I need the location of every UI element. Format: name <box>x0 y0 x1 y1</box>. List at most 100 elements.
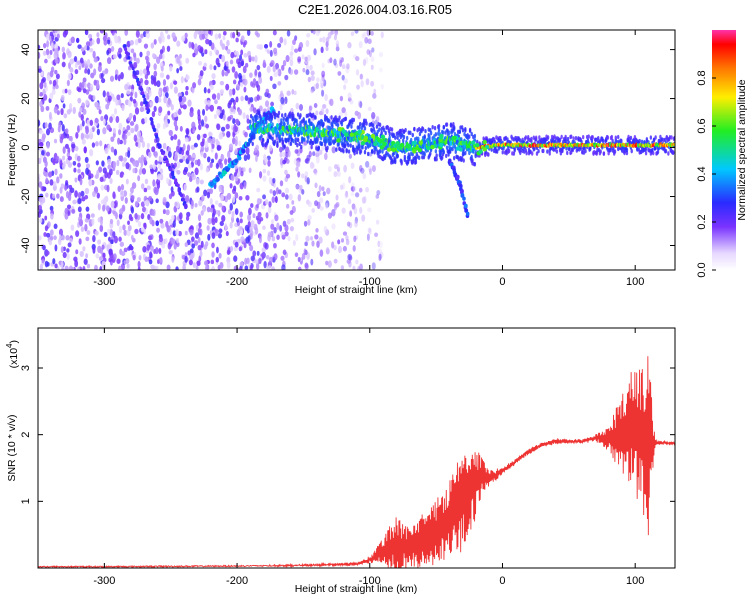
snr-frame <box>37 327 676 569</box>
noise-cell <box>234 208 239 216</box>
noise-cell <box>270 101 275 107</box>
band-halo-cell <box>445 153 448 159</box>
band-halo-cell <box>388 131 391 136</box>
noise-cell <box>276 234 280 240</box>
noise-cell <box>175 266 179 270</box>
band-halo-cell <box>546 135 550 140</box>
noise-cell <box>125 162 130 170</box>
noise-cell <box>362 58 367 67</box>
noise-cell <box>236 31 241 37</box>
noise-cell <box>217 232 222 239</box>
noise-cell <box>99 265 103 270</box>
noise-cell <box>204 98 208 105</box>
noise-cell <box>121 161 125 168</box>
noise-cell <box>368 227 372 235</box>
noise-cell <box>304 241 308 247</box>
noise-cell <box>220 193 224 202</box>
band-halo-cell <box>659 134 662 140</box>
noise-cell <box>77 168 81 174</box>
noise-cell <box>339 59 343 68</box>
band-halo-cell <box>331 123 334 128</box>
band-bright-cell <box>418 140 423 145</box>
snr-marks <box>38 356 675 568</box>
noise-cell <box>286 30 291 37</box>
noise-cell <box>319 206 324 211</box>
noise-cell <box>298 41 304 49</box>
noise-cell <box>359 263 363 270</box>
noise-cell <box>343 84 347 90</box>
noise-cell <box>43 232 47 237</box>
band-bright-cell <box>465 143 471 149</box>
noise-cell <box>335 194 339 201</box>
noise-cell <box>187 172 191 177</box>
noise-cell <box>337 239 341 245</box>
noise-cell <box>229 221 233 229</box>
noise-cell <box>333 258 338 264</box>
band-halo-cell <box>292 138 295 144</box>
noise-cell <box>195 264 199 270</box>
noise-cell <box>161 53 165 60</box>
noise-cell <box>313 48 317 56</box>
noise-cell <box>127 100 132 107</box>
noise-cell <box>304 264 309 270</box>
noise-cell <box>129 187 133 193</box>
noise-cell <box>52 193 56 199</box>
noise-cell <box>75 131 79 139</box>
noise-cell <box>80 190 85 197</box>
noise-cell <box>221 205 225 212</box>
noise-cell <box>173 243 177 250</box>
noise-cell <box>302 67 306 73</box>
noise-cell <box>280 97 285 105</box>
noise-cell <box>79 123 83 131</box>
noise-cell <box>56 193 60 199</box>
noise-cell <box>66 79 70 87</box>
noise-cell <box>321 103 327 109</box>
noise-cell <box>249 72 253 78</box>
noise-cell <box>264 242 269 250</box>
noise-cell <box>244 95 249 102</box>
noise-cell <box>215 138 219 146</box>
noise-cell <box>148 259 153 265</box>
noise-cell <box>216 123 221 131</box>
noise-cell <box>258 235 262 244</box>
noise-cell <box>80 114 84 121</box>
noise-cell <box>113 32 117 40</box>
noise-cell <box>232 118 236 125</box>
noise-cell <box>248 241 252 247</box>
noise-cell <box>311 240 315 247</box>
noise-cell <box>106 124 111 131</box>
noise-cell <box>254 227 259 235</box>
noise-cell <box>145 30 150 34</box>
noise-cell <box>355 69 360 76</box>
streak-cell <box>172 175 176 180</box>
noise-cell <box>126 229 131 237</box>
band-halo-cell <box>530 136 533 142</box>
noise-cell <box>320 108 325 116</box>
noise-cell <box>245 147 250 155</box>
noise-cell <box>165 209 170 216</box>
noise-cell <box>307 76 312 83</box>
noise-cell <box>247 214 252 222</box>
noise-cell <box>156 80 161 88</box>
noise-cell <box>92 50 96 59</box>
streak-cell <box>137 81 141 85</box>
noise-cell <box>66 248 70 253</box>
noise-cell <box>144 79 149 86</box>
noise-cell <box>197 244 202 251</box>
band-halo-cell <box>259 117 262 122</box>
noise-cell <box>316 240 320 248</box>
noise-cell <box>320 46 324 54</box>
band-bright-cell <box>380 134 386 139</box>
noise-cell <box>141 140 146 148</box>
noise-cell <box>325 108 329 115</box>
band-halo-cell <box>363 126 367 131</box>
noise-cell <box>181 35 186 42</box>
streak-cell <box>123 44 127 48</box>
band-halo-cell <box>363 150 367 155</box>
noise-cell <box>246 30 251 36</box>
band-halo-cell <box>304 120 308 125</box>
noise-cell <box>282 59 287 67</box>
noise-cell <box>318 236 323 244</box>
noise-cell <box>98 109 102 115</box>
noise-cell <box>248 55 252 61</box>
